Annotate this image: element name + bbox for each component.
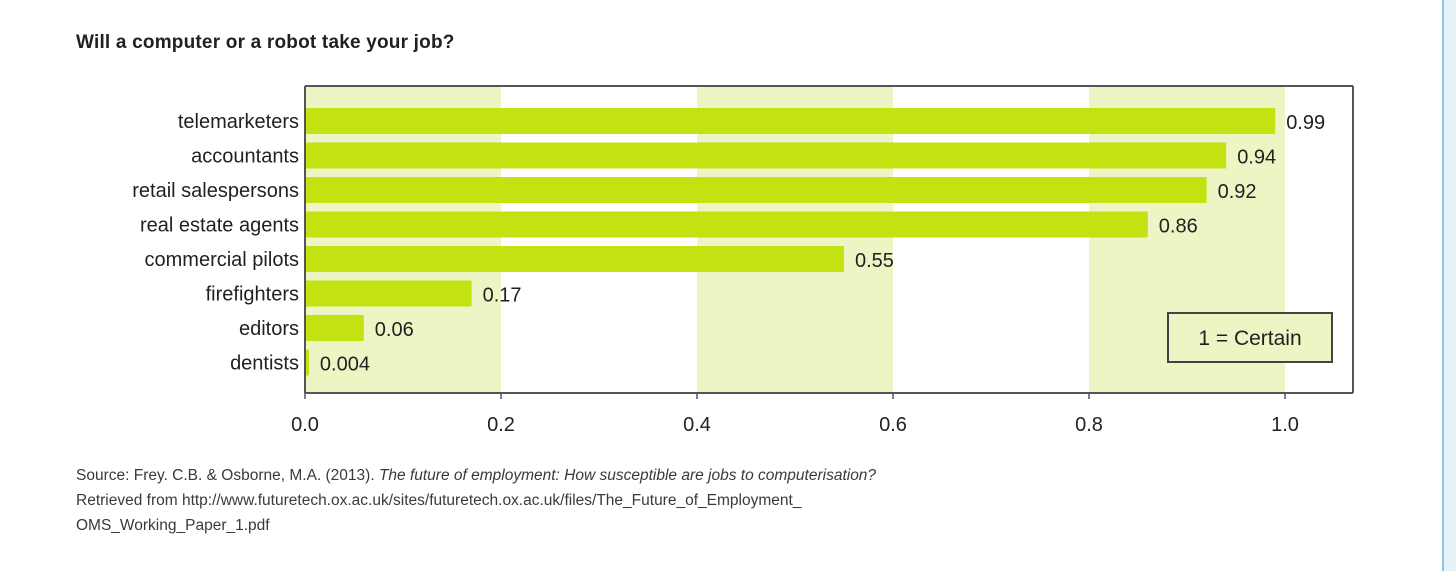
source-retrieved: Retrieved from http://www.futuretech.ox.… [76,492,802,509]
x-tick-label: 0.4 [683,414,711,436]
category-label: editors [239,318,299,340]
x-tick-label: 0.6 [879,414,907,436]
bar-telemarketers [305,108,1276,134]
legend-text: 1 = Certain [1198,327,1301,350]
category-label: retail salespersons [132,180,299,202]
bar-retail-salespersons [305,177,1207,203]
value-label: 0.99 [1286,112,1325,134]
chart-title: Will a computer or a robot take your job… [76,32,455,53]
axes [304,85,1354,399]
x-tick-label: 1.0 [1271,414,1299,436]
background-bands [305,86,1285,393]
category-label: commercial pilots [145,249,299,271]
bar-chart: telemarketers accountants retail salespers… [132,85,1354,436]
legend-frame [1167,312,1333,363]
x-tick-label: 0.2 [487,414,515,436]
x-tick-label: 0.8 [1075,414,1103,436]
source-note: Source: Frey. C.B. & Osborne, M.A. (2013… [76,463,1376,538]
bar-firefighters [305,280,472,307]
window-edge [1442,0,1456,571]
legend-box: 1 = Certain [1167,312,1333,363]
bar-accountants [305,142,1227,169]
x-tick-labels: 0.0 0.2 0.4 0.6 0.8 1.0 [291,414,1299,436]
value-label: 0.55 [855,250,894,272]
source-title: The future of employment: How susceptibl… [378,467,877,484]
value-label: 0.86 [1159,216,1198,238]
bar-commercial-pilots [305,246,844,272]
grid-band [305,86,501,393]
value-label: 0.004 [320,354,370,376]
value-label: 0.92 [1218,181,1257,203]
category-label: dentists [230,353,299,375]
value-labels: 0.99 0.94 0.92 0.86 0.55 0.17 0.060.004 [320,112,1325,376]
category-label: real estate agents [140,215,299,237]
category-label: telemarketers [178,111,299,133]
category-labels: telemarketers accountants retail salespers… [132,111,299,375]
source-retrieved-cont: OMS_Working_Paper_1.pdf [76,517,270,534]
grid-band [697,86,893,393]
bar-editors [305,315,364,341]
value-label: 0.17 [483,285,522,307]
category-label: firefighters [206,284,299,306]
bars [305,108,1276,376]
bar-real-estate-agents [305,211,1148,238]
source-prefix: Source: Frey. C.B. & Osborne, M.A. (2013… [76,467,379,484]
bar-dentists [305,349,309,376]
category-label: accountants [191,146,299,168]
x-tick-label: 0.0 [291,414,319,436]
value-label: 0.94 [1237,147,1276,169]
value-label: 0.06 [375,319,414,341]
